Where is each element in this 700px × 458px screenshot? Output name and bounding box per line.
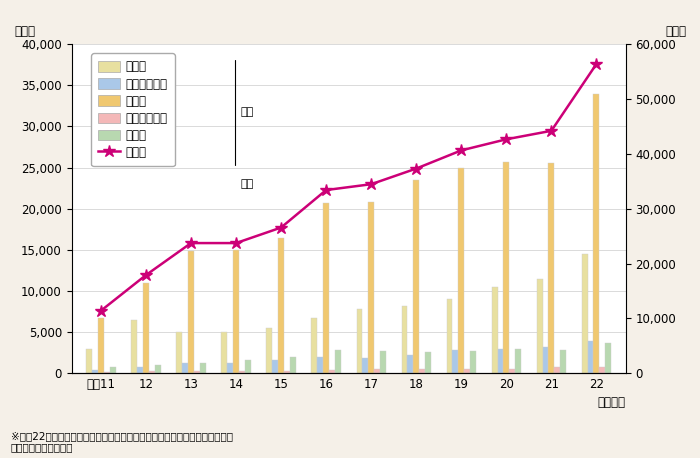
Bar	[233, 250, 239, 373]
Bar	[458, 168, 464, 373]
Text: （人）: （人）	[14, 25, 35, 38]
Bar	[182, 363, 188, 373]
Bar	[447, 299, 452, 373]
Bar	[368, 202, 374, 373]
Bar	[132, 320, 137, 373]
Bar	[548, 163, 554, 373]
Legend: 実　父, 実父以外の父, 実　母, 実母以外の母, その他, 総　数: 実 父, 実父以外の父, 実 母, 実母以外の母, その他, 総 数	[92, 54, 175, 166]
Text: 右軸: 右軸	[241, 179, 254, 189]
Bar	[245, 360, 251, 373]
Bar	[239, 371, 245, 373]
Bar	[380, 351, 386, 373]
Bar	[149, 371, 155, 373]
Bar	[194, 371, 199, 373]
Bar	[290, 357, 295, 373]
Bar	[317, 357, 323, 373]
Text: 出典：厚生労働省資料: 出典：厚生労働省資料	[10, 442, 73, 452]
Bar	[137, 367, 143, 373]
Bar	[554, 367, 560, 373]
Bar	[402, 306, 407, 373]
Bar	[464, 369, 470, 373]
Bar	[407, 355, 413, 373]
Bar	[413, 180, 419, 373]
Bar	[110, 367, 116, 373]
Bar	[176, 332, 182, 373]
Bar	[606, 343, 611, 373]
Bar	[491, 287, 498, 373]
Bar	[503, 162, 509, 373]
Text: （年度）: （年度）	[598, 396, 626, 409]
Bar	[104, 371, 110, 373]
Bar	[221, 332, 228, 373]
Bar	[542, 347, 548, 373]
Bar	[335, 350, 341, 373]
Bar	[515, 349, 521, 373]
Bar	[323, 203, 329, 373]
Text: ※平成22年度は、東日本大震災の影響により、福島県を除いて集計した数値: ※平成22年度は、東日本大震災の影響により、福島県を除いて集計した数値	[10, 431, 232, 441]
Bar	[587, 341, 594, 373]
Bar	[560, 350, 566, 373]
Bar	[272, 360, 278, 373]
Bar	[594, 93, 599, 373]
Bar	[329, 370, 335, 373]
Bar	[452, 350, 458, 373]
Bar	[374, 369, 380, 373]
Bar	[92, 370, 98, 373]
Bar	[228, 363, 233, 373]
Bar	[86, 349, 92, 373]
Bar	[356, 309, 363, 373]
Bar	[284, 371, 290, 373]
Bar	[509, 369, 515, 373]
Bar	[155, 365, 160, 373]
Bar	[143, 283, 149, 373]
Text: （人）: （人）	[665, 25, 686, 38]
Bar	[599, 367, 605, 373]
Bar	[363, 359, 368, 373]
Bar	[419, 369, 425, 373]
Bar	[470, 351, 476, 373]
Bar	[267, 328, 272, 373]
Bar	[188, 251, 194, 373]
Text: 左軸: 左軸	[241, 107, 254, 117]
Bar	[498, 349, 503, 373]
Bar	[98, 318, 104, 373]
Bar	[582, 254, 587, 373]
Bar	[425, 352, 431, 373]
Bar	[537, 278, 542, 373]
Bar	[199, 363, 206, 373]
Bar	[278, 238, 284, 373]
Bar	[312, 318, 317, 373]
